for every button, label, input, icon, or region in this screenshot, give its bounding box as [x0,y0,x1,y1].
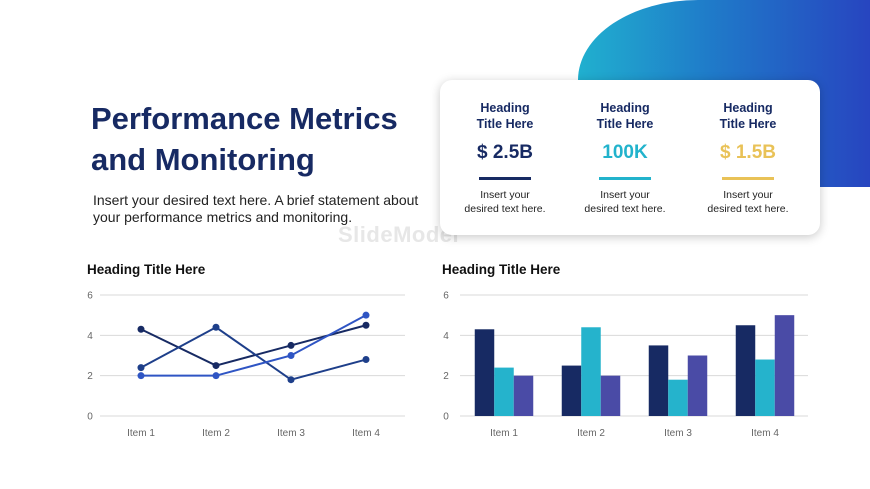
metric-3-heading: Heading Title Here [688,100,808,132]
bar-chart-xtick-label: Item 2 [577,428,605,439]
metric-1-heading: Heading Title Here [445,100,565,132]
bar-series-3-bar [774,315,795,416]
bar-chart-xtick-label: Item 4 [751,428,779,439]
page-title-line2: and Monitoring [91,142,315,177]
bar-series-2-bar [755,359,775,416]
line-series-2-point [212,323,220,331]
page-subtitle: Insert your desired text here. A brief s… [93,192,419,225]
bar-series-1-bar [561,365,582,416]
metric-1-heading-line1: Heading [480,101,530,115]
line-series-2 [140,326,367,381]
metric-3-desc-line2: desired text here. [707,202,789,215]
page-title: Performance Metrics and Monitoring [91,98,398,180]
metrics-card: Heading Title Here $ 2.5B Insert your de… [440,80,820,235]
metric-1-desc-line2: desired text here. [464,202,546,215]
bar-series-2-bar [494,367,514,416]
page-title-line1: Performance Metrics [91,101,398,136]
line-series-1-point [137,325,145,333]
line-series-2-point [287,376,295,384]
metric-1-value: $ 2.5B [477,142,533,163]
line-series-1-point [287,341,295,349]
line-chart-ytick-label: 4 [87,331,93,342]
line-series-3 [141,314,367,377]
bar-chart-ytick-label: 2 [443,371,449,382]
bar-chart-ytick-label: 6 [443,291,449,302]
bar-chart-xtick-label: Item 3 [664,428,692,439]
line-chart-ytick-label: 6 [87,291,93,302]
line-chart-title: Heading Title Here [87,262,206,277]
line-series-3-point [362,311,370,319]
bar-series-1-bar [648,345,669,416]
metric-1-desc-line1: Insert your [480,189,530,201]
metric-1-description: Insert your desired text here. [445,189,565,216]
watermark-logo: SlideModel [338,222,460,247]
line-series-2-point [137,364,145,372]
metric-3-heading-line2: Title Here [719,117,777,131]
line-series-1-point [212,362,220,370]
bar-series-3-bar [600,375,621,416]
line-series-1 [140,324,367,367]
metric-2-value: 100K [602,142,648,163]
bar-series-1-bar [474,329,495,416]
metric-1-rule [479,177,531,180]
metric-3-desc-line1: Insert your [723,189,773,201]
metric-2-desc-line1: Insert your [600,189,650,201]
metric-3-description: Insert your desired text here. [688,189,808,216]
line-series-3-point [137,372,145,380]
bar-series-3-bar [513,375,534,416]
line-series-1-point [362,321,370,329]
line-series-2-point [362,356,370,364]
metric-2-heading-line2: Title Here [596,117,654,131]
bar-chart-xtick-label: Item 1 [490,428,518,439]
line-chart-xtick-label: Item 2 [202,428,230,439]
bar-chart-title: Heading Title Here [442,262,561,277]
metric-2-heading-line1: Heading [600,101,650,115]
line-chart-xtick-label: Item 4 [352,428,380,439]
metric-2-rule [599,177,651,180]
metric-3-heading-line1: Heading [723,101,773,115]
metric-3-value: $ 1.5B [720,142,776,163]
line-chart-xtick-label: Item 3 [277,428,305,439]
line-chart-ytick-label: 2 [87,371,93,382]
bar-series-1-bar [735,325,756,416]
line-series-3-point [212,372,220,380]
bar-series-3-bar [687,355,708,416]
metric-1-heading-line2: Title Here [476,117,534,131]
metric-2-description: Insert your desired text here. [565,189,685,216]
bar-series-2-bar [668,379,688,416]
bar-series-2-bar [581,327,601,416]
metric-3-rule [722,177,774,180]
line-chart-ytick-label: 0 [87,412,93,423]
metric-2-desc-line2: desired text here. [584,202,666,215]
bar-chart-ytick-label: 0 [443,412,449,423]
bar-chart-ytick-label: 4 [443,331,449,342]
line-series-3-point [287,352,295,359]
line-chart-xtick-label: Item 1 [127,428,155,439]
metric-2-heading: Heading Title Here [565,100,685,132]
